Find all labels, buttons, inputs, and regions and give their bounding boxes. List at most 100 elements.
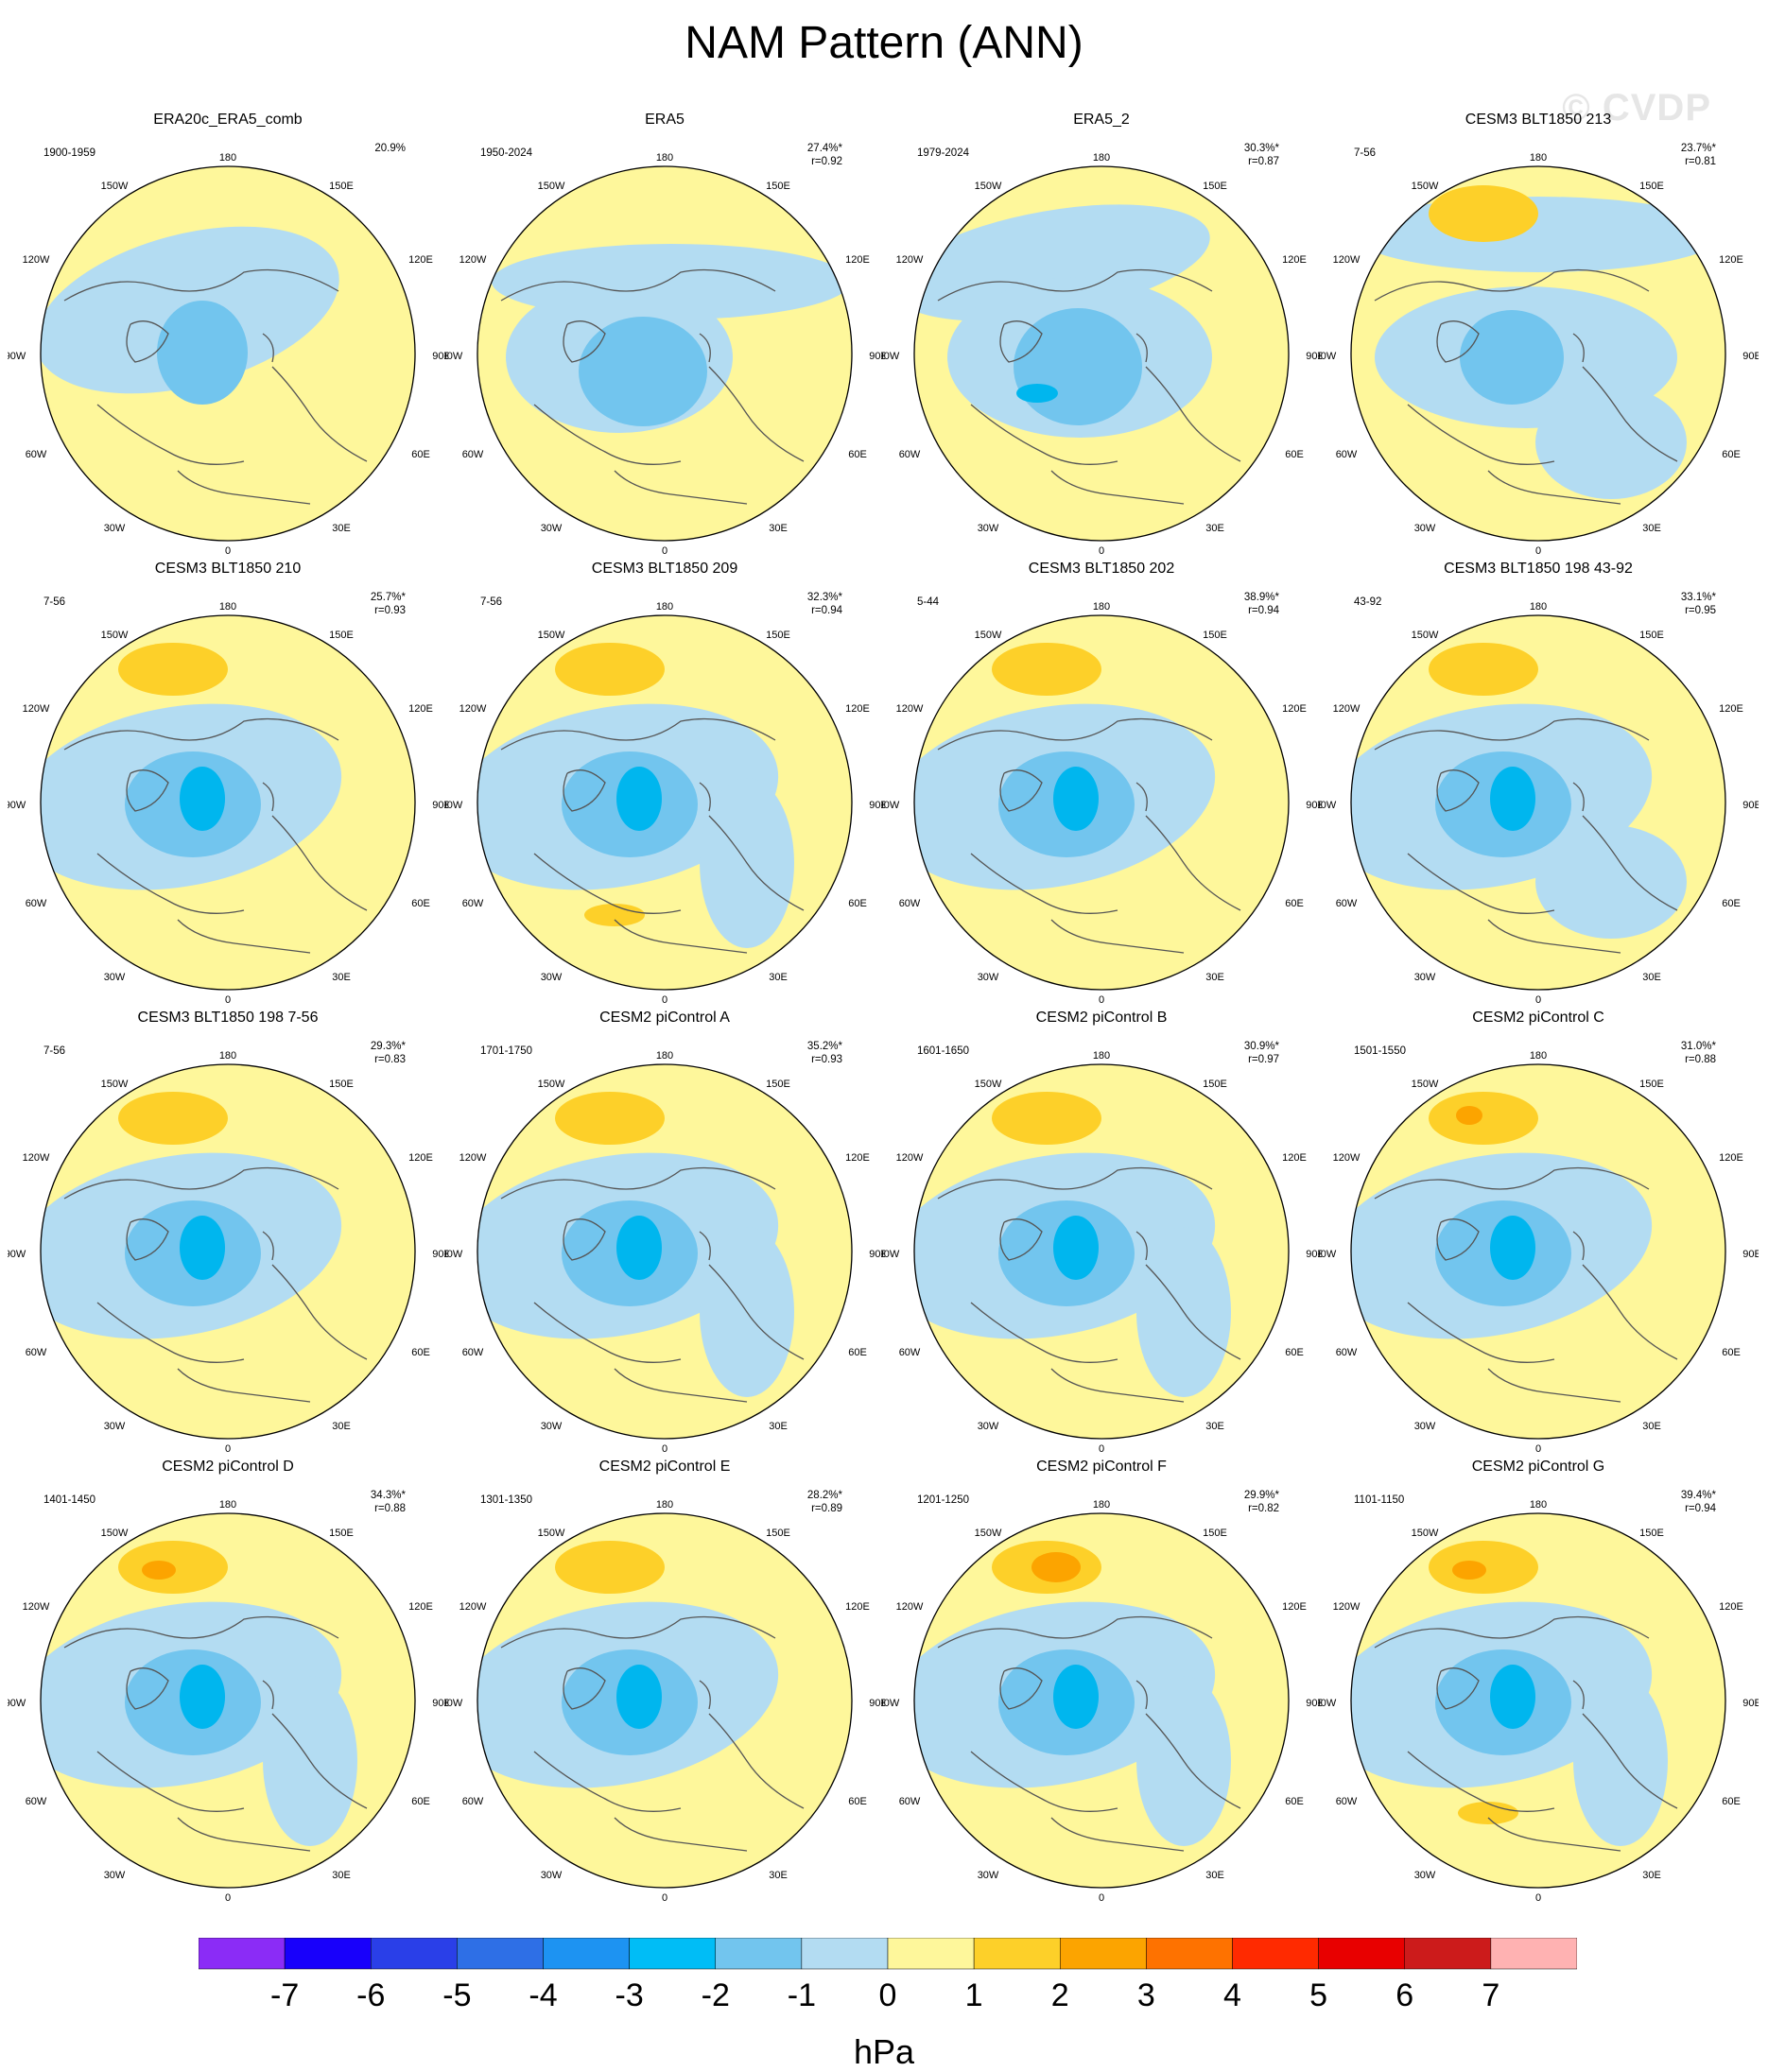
coastline [1487, 1368, 1621, 1403]
longitude-label: 150E [766, 1079, 790, 1090]
map-boundary [913, 1512, 1290, 1889]
longitude-label: 90W [1318, 351, 1337, 362]
map-boundary [1350, 1512, 1726, 1889]
longitude-label: 30E [1642, 972, 1661, 983]
longitude-label: 180 [656, 1050, 673, 1062]
colorbar-svg: -7 -6 -5 -4 -3 -2 -1 0 1 2 3 4 5 6 7 [199, 1938, 1577, 2013]
longitude-label: 120E [1719, 254, 1743, 266]
coastline [1050, 1368, 1185, 1403]
longitude-label: 30W [541, 972, 563, 983]
panel-pattern-correlation: r=0.82 [1248, 1503, 1279, 1514]
panel-pct-variance: 25.7%* [370, 592, 406, 603]
longitude-label: 90E [1306, 1249, 1322, 1260]
coastline [563, 769, 606, 812]
coastline [63, 268, 339, 302]
coastline [937, 268, 1213, 302]
longitude-label: 30E [1205, 1870, 1224, 1881]
longitude-label: 60E [1285, 898, 1304, 909]
longitude-label: 90W [881, 351, 900, 362]
positive-anomaly-contour [118, 1092, 228, 1145]
longitude-label: 150W [1412, 181, 1439, 192]
map-boundary [40, 1512, 416, 1889]
longitude-label: 30E [332, 523, 351, 534]
colorbar-tick-label: -1 [788, 1977, 816, 2013]
polar-map: 180 150W 150E 120W 120E 90W 90E 60W 60E 30W 30E 0 [444, 152, 885, 557]
longitude-label: 30E [769, 972, 788, 983]
coastline [63, 717, 339, 751]
panel-pattern-correlation: r=0.93 [374, 605, 406, 616]
positive-anomaly-contour [1429, 643, 1538, 696]
longitude-label: 90E [1742, 1249, 1759, 1260]
polar-map: 180 150W 150E 120W 120E 90W 90E 60W 60E 30W 30E 0 [444, 1499, 885, 1904]
longitude-label: 120W [1333, 1601, 1361, 1613]
longitude-label: 0 [1099, 1892, 1104, 1904]
longitude-label: 120W [23, 703, 50, 715]
longitude-label: 150E [329, 1079, 354, 1090]
longitude-label: 60E [411, 1347, 430, 1358]
negative-anomaly-contour [616, 767, 662, 831]
longitude-label: 90E [1742, 1698, 1759, 1709]
longitude-label: 180 [219, 152, 236, 164]
longitude-label: 30W [1414, 1421, 1436, 1432]
longitude-label: 30E [332, 1421, 351, 1432]
negative-anomaly-contour [180, 1216, 225, 1280]
positive-anomaly-contour [555, 1541, 665, 1594]
coastline [262, 782, 274, 812]
longitude-label: 30W [541, 1421, 563, 1432]
map-boundary [40, 1063, 416, 1440]
negative-anomaly-contour [180, 767, 225, 831]
coastline [614, 470, 748, 505]
coastline [563, 1218, 606, 1261]
longitude-label: 150W [1412, 1528, 1439, 1539]
longitude-label: 90E [432, 351, 448, 362]
negative-anomaly-contour [1053, 1216, 1099, 1280]
longitude-label: 30E [332, 1870, 351, 1881]
longitude-label: 30E [769, 1870, 788, 1881]
negative-anomaly-contour [1016, 384, 1058, 403]
panel-pattern-correlation: r=0.94 [811, 605, 842, 616]
coastline [96, 853, 245, 914]
coastline [1145, 1264, 1241, 1360]
longitude-label: 60W [462, 1796, 484, 1807]
map-panel: CESM2 piControl F 1201-1250 29.9%* r=0.82 18… [881, 1459, 1322, 1908]
coastline [96, 404, 245, 465]
polar-map: 180 150W 150E 120W 120E 90W 90E 60W 60E 30W 30E 0 [8, 1499, 448, 1904]
longitude-label: 30W [541, 1870, 563, 1881]
longitude-label: 120E [845, 703, 870, 715]
panel-title: CESM2 piControl F [1036, 1459, 1167, 1475]
longitude-label: 150W [1412, 1079, 1439, 1090]
longitude-label: 180 [1093, 152, 1110, 164]
panel-period: 1101-1150 [1354, 1494, 1405, 1506]
longitude-label: 150W [975, 630, 1002, 641]
longitude-label: 0 [225, 545, 231, 557]
coastline [999, 320, 1043, 363]
longitude-label: 120E [408, 254, 433, 266]
map-panel: CESM3 BLT1850 210 7-56 25.7%* r=0.93 180 150W… [8, 561, 448, 1010]
longitude-label: 120E [408, 703, 433, 715]
coastline [262, 333, 274, 363]
longitude-label: 150E [1203, 181, 1227, 192]
negative-anomaly-contour [1535, 386, 1687, 499]
colorbar-swatch [801, 1938, 889, 1970]
negative-anomaly-contour [616, 1216, 662, 1280]
coastline [1135, 1231, 1148, 1261]
longitude-label: 180 [1530, 601, 1547, 613]
negative-anomaly-contour [1535, 825, 1687, 939]
coastline [262, 1680, 274, 1710]
coastline [614, 919, 748, 954]
panel-pattern-correlation: r=0.92 [811, 156, 842, 167]
coastline [614, 1817, 748, 1852]
panel-variance-stats: 31.0%* r=0.88 [1681, 1040, 1716, 1066]
coastline [96, 1302, 245, 1363]
longitude-label: 120W [459, 1601, 487, 1613]
longitude-label: 60W [1336, 1796, 1358, 1807]
panel-period: 7-56 [1354, 147, 1377, 159]
map-boundary [477, 614, 853, 991]
longitude-label: 120E [845, 1152, 870, 1164]
longitude-label: 90E [869, 351, 885, 362]
polar-map: 180 150W 150E 120W 120E 90W 90E 60W 60E 30W 30E 0 [8, 1050, 448, 1455]
map-panel: ERA20c_ERA5_comb 1900-1959 20.9% 180 150W 150… [8, 112, 448, 561]
colorbar-swatch [199, 1938, 286, 1970]
longitude-label: 0 [1535, 1443, 1541, 1455]
positive-anomaly-contour [1429, 185, 1538, 242]
